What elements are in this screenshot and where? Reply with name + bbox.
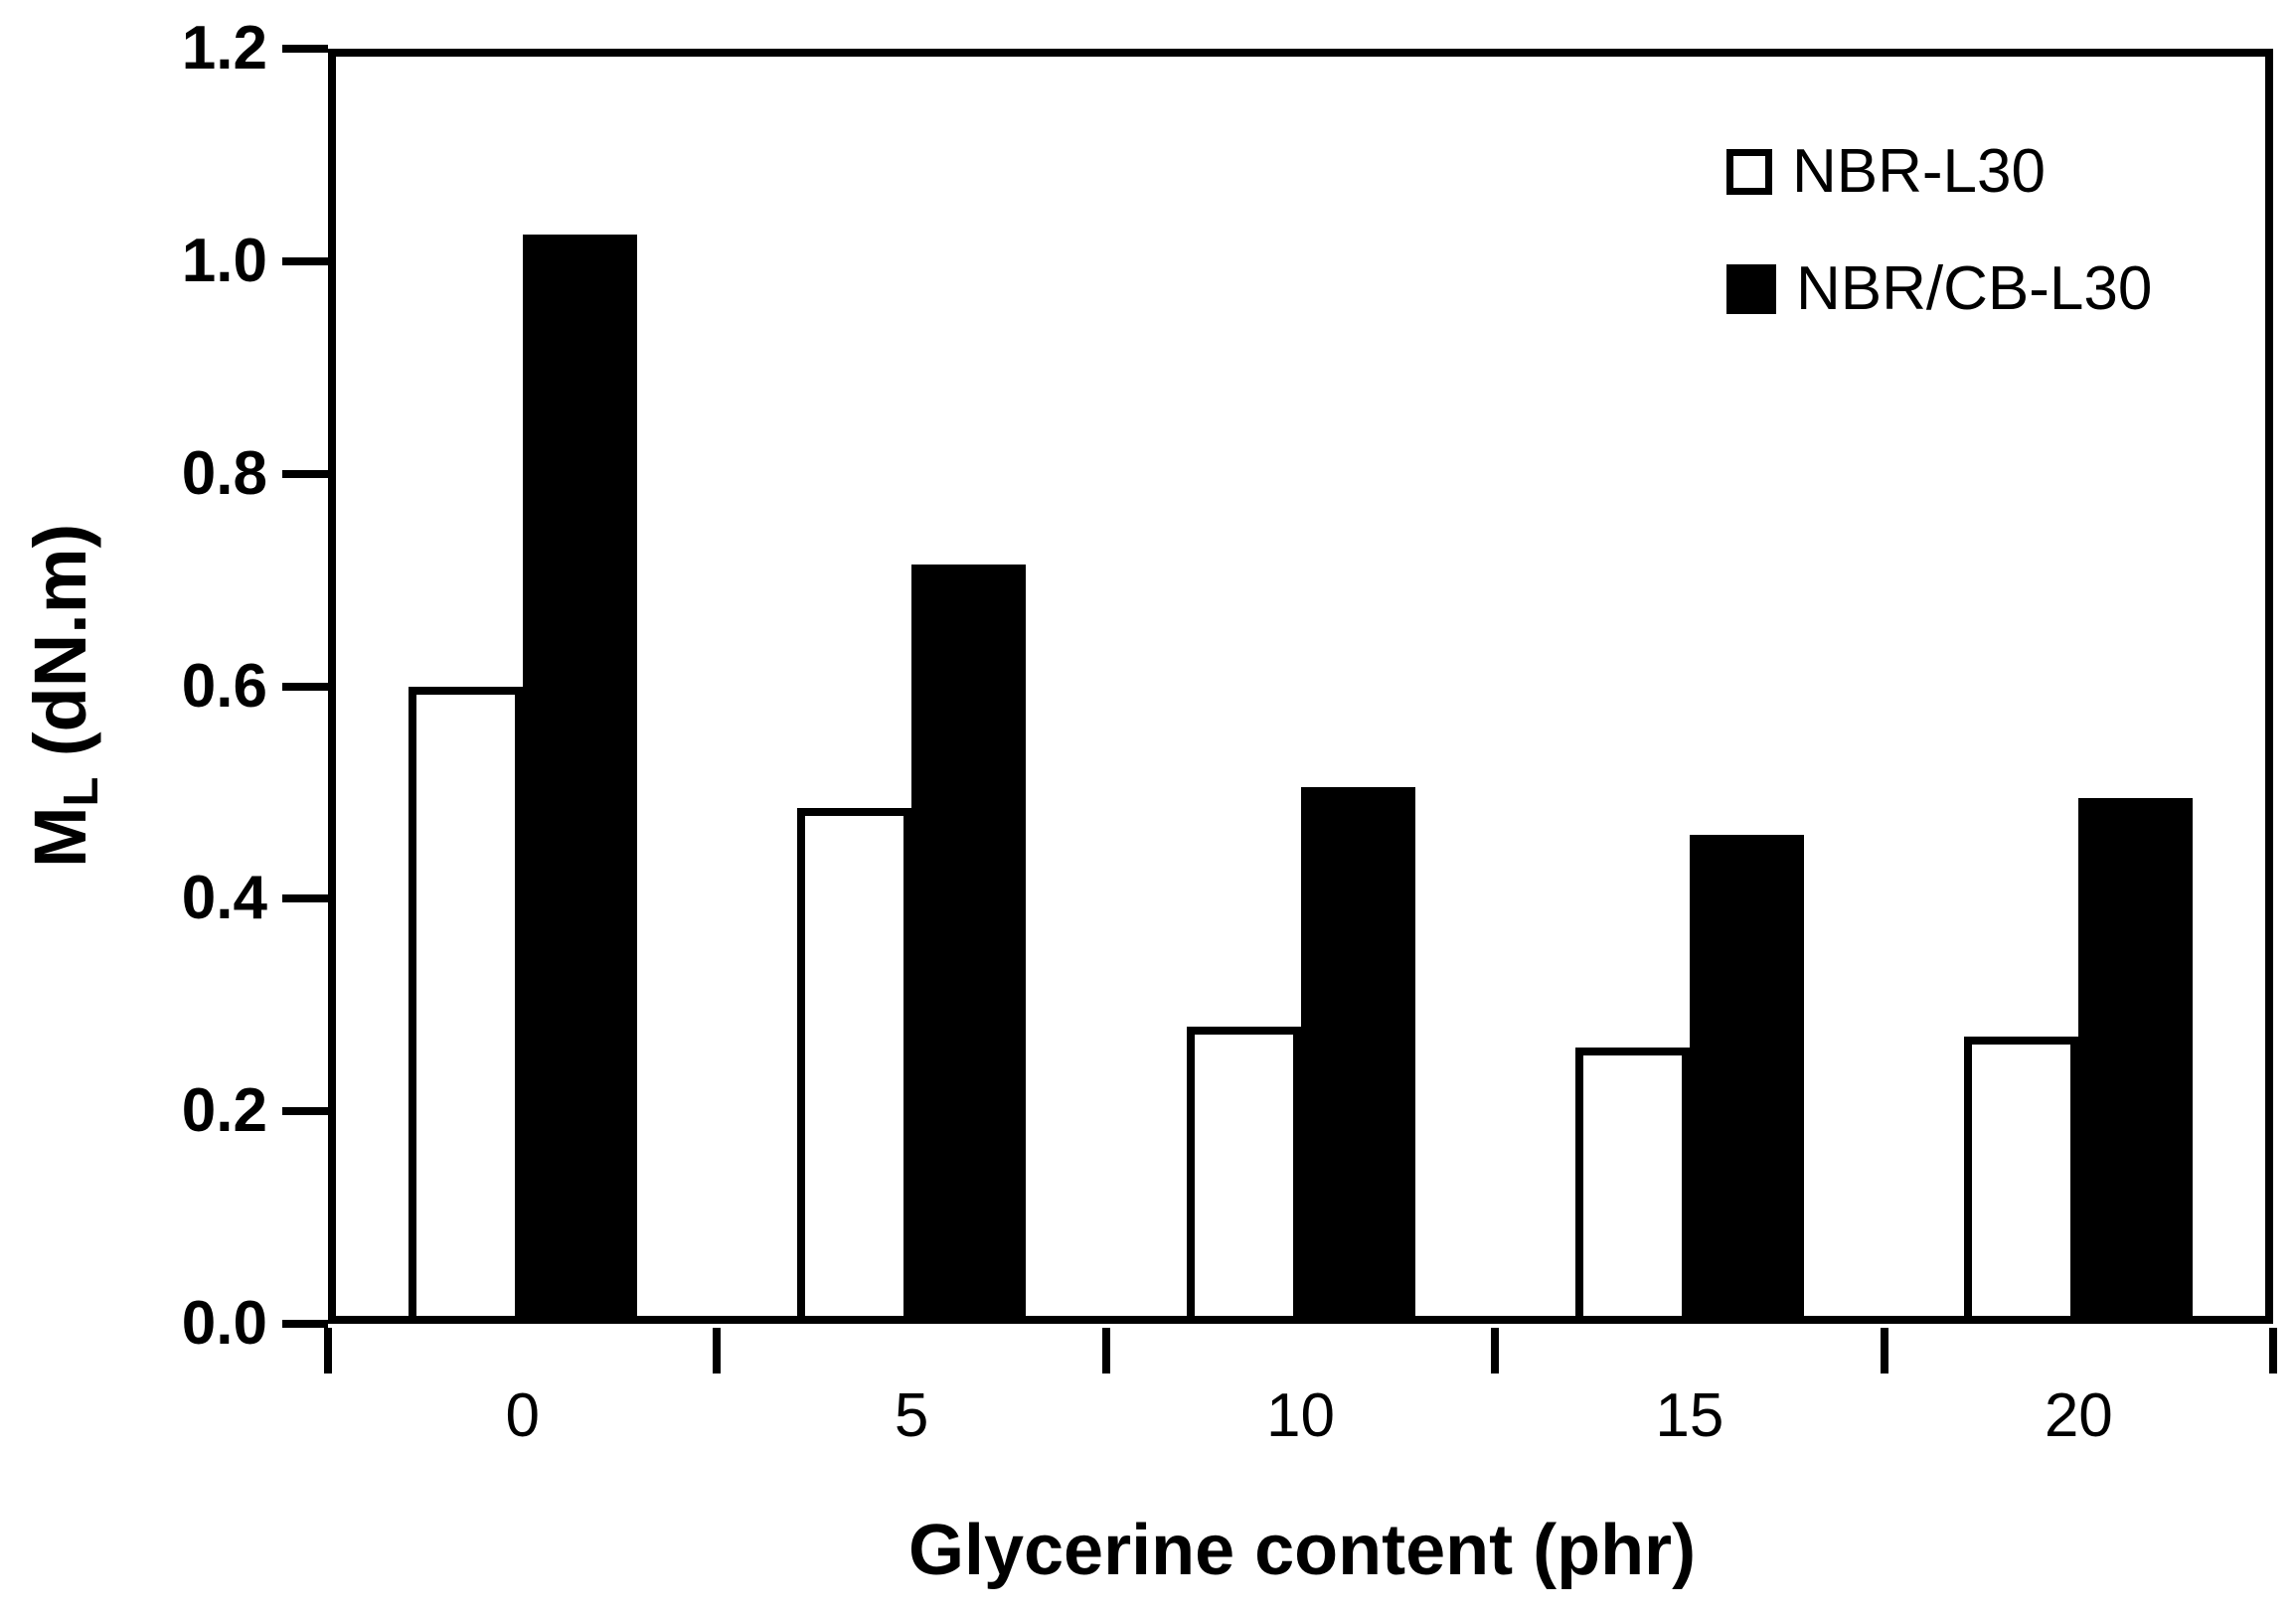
bar-nbr-l30-x20 [1964,1037,2079,1324]
x-tick-label: 0 [505,1381,540,1450]
y-tick-label: 0.0 [181,1289,267,1358]
y-axis-tick [282,1107,328,1116]
y-axis-tick [282,45,328,53]
y-axis-title-main: M [18,806,101,869]
filled-square-swatch-icon [1726,264,1776,314]
y-axis-tick [282,1320,328,1328]
x-tick-label: 10 [1266,1381,1335,1450]
legend-label: NBR/CB-L30 [1796,254,2153,323]
x-axis-tick [1880,1328,1888,1374]
legend-item-nbr-cb-l30: NBR/CB-L30 [1726,244,2152,334]
y-axis-title-subscript: L [55,776,109,807]
legend-label: NBR-L30 [1792,137,2046,206]
x-axis-tick [1101,1328,1110,1374]
bar-nbr-cb-l30-x20 [2078,797,2194,1324]
bar-nbr-cb-l30-x10 [1300,787,1415,1324]
bar-nbr-cb-l30-x5 [911,564,1027,1324]
open-square-swatch-icon [1726,149,1772,195]
legend-item-nbr-l30: NBR-L30 [1726,127,2152,217]
y-tick-label: 1.0 [181,226,267,295]
y-axis-title: ML (dN.m) [18,524,109,868]
x-tick-label: 20 [2044,1381,2113,1450]
x-axis-title: Glycerine content (phr) [907,1511,1697,1590]
y-axis-tick [282,682,328,691]
x-axis-tick [713,1328,722,1374]
y-tick-label: 0.6 [181,651,267,721]
bar-nbr-cb-l30-x15 [1689,835,1804,1324]
bar-nbr-l30-x0 [408,686,523,1324]
x-axis-tick [1491,1328,1500,1374]
y-tick-label: 0.4 [181,864,267,933]
x-axis-tick [2269,1328,2277,1374]
x-tick-label: 5 [894,1381,929,1450]
bar-nbr-l30-x10 [1186,1026,1301,1324]
plot-area-border [328,49,2273,1324]
legend: NBR-L30 NBR/CB-L30 [1726,127,2152,362]
y-axis-tick [282,469,328,478]
y-tick-label: 1.2 [181,14,267,82]
bar-nbr-l30-x15 [1574,1048,1690,1324]
y-tick-label: 0.8 [181,438,267,508]
x-axis-tick [324,1328,332,1374]
x-tick-label: 15 [1655,1381,1724,1450]
bar-nbr-cb-l30-x0 [522,235,637,1324]
y-axis-title-units: (dN.m) [18,523,101,777]
y-axis-tick [282,256,328,265]
y-tick-label: 0.2 [181,1076,267,1146]
y-axis-tick [282,894,328,903]
